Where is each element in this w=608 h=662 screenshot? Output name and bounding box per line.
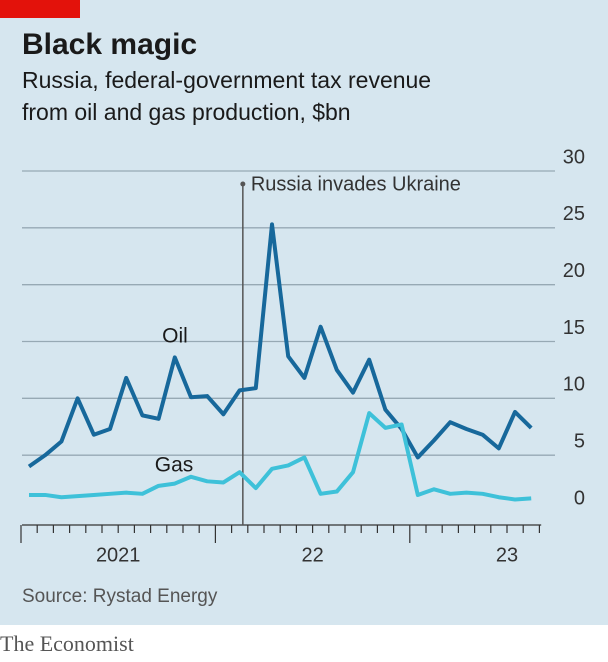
background — [0, 0, 608, 625]
brand: The Economist — [0, 631, 134, 656]
y-tick-label: 10 — [563, 374, 585, 396]
annotation-bg — [248, 172, 483, 198]
subtitle-box: Russia, federal-government tax revenue f… — [22, 67, 432, 125]
y-tick-label: 15 — [563, 317, 585, 339]
x-tick-label: 23 — [496, 544, 518, 566]
line-1 — [29, 411, 532, 502]
source: Source: Rystad Energy — [22, 586, 218, 607]
x-tick-label: 2021 — [96, 544, 141, 566]
line-0 — [27, 222, 533, 469]
annotation-dot — [240, 181, 246, 187]
series-label: Oil — [162, 325, 188, 348]
y-tick-label: 0 — [574, 487, 585, 509]
chart-subtitle: Russia, federal-government tax revenue f… — [22, 67, 432, 125]
y-tick-label: 5 — [574, 430, 585, 452]
chart-title: Black magic — [22, 28, 197, 61]
y-tick-label: 25 — [563, 203, 585, 225]
y-tick-label: 30 — [563, 146, 585, 168]
series-label: Gas — [155, 454, 194, 477]
y-tick-label: 20 — [563, 260, 585, 282]
annotation: Russia invades Ukraine — [251, 173, 461, 195]
red-tab — [0, 0, 80, 18]
x-tick-label: 22 — [301, 544, 323, 566]
